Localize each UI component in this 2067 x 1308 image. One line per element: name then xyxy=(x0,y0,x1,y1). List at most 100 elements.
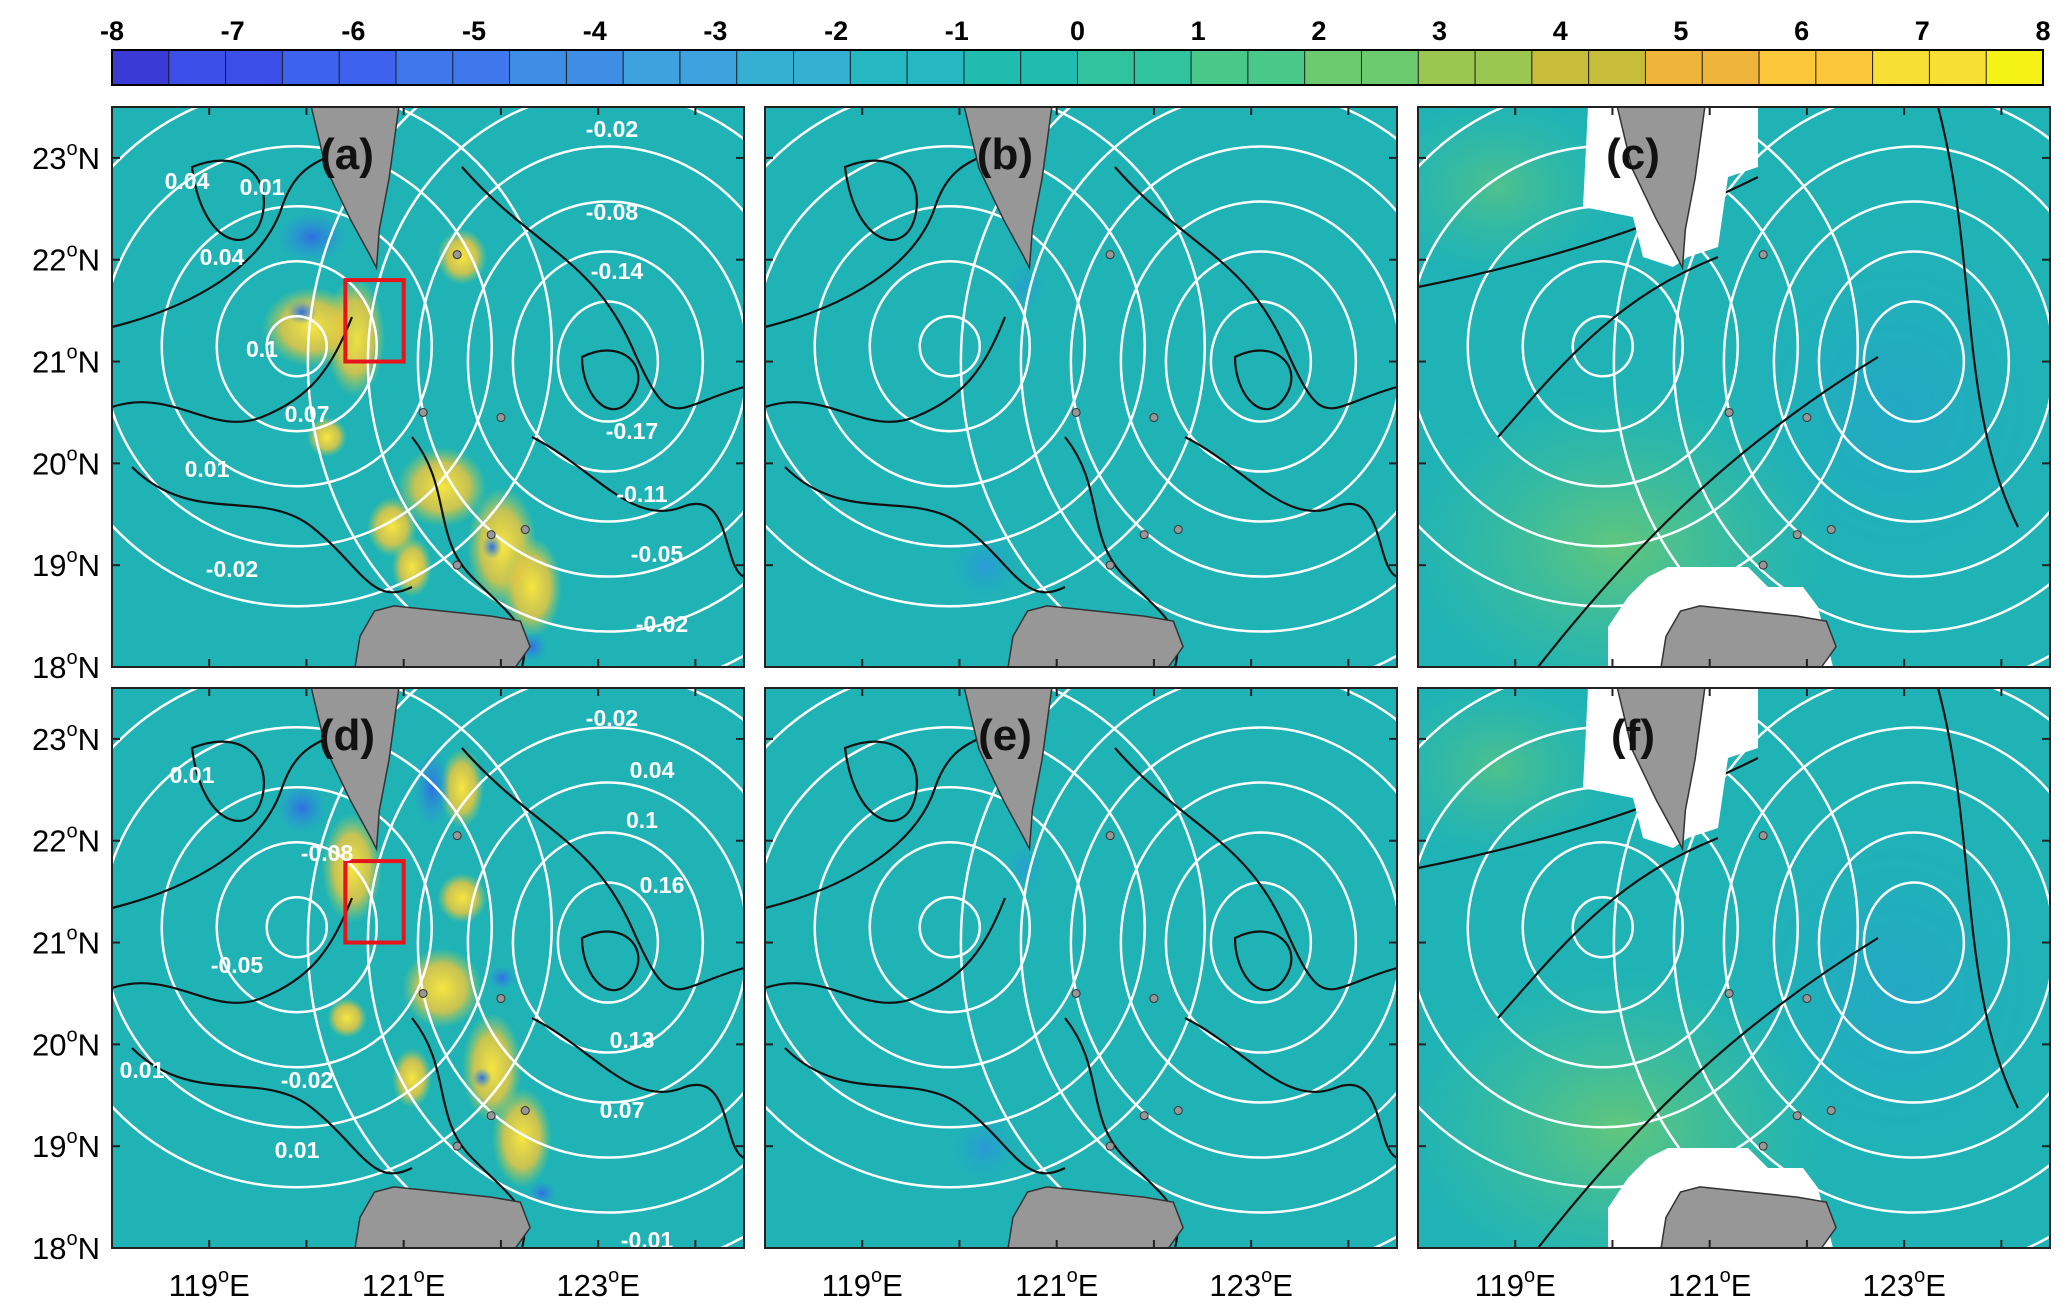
small-island xyxy=(486,530,496,540)
white-contours xyxy=(765,107,1397,667)
map-panel: (e) xyxy=(764,687,1398,1249)
black-contour-line xyxy=(784,466,1066,594)
small-island xyxy=(1173,1106,1183,1116)
panel-label: (b) xyxy=(977,130,1033,179)
eddy-contour xyxy=(1612,688,2050,1248)
small-island xyxy=(1758,831,1768,841)
contour-value-label: 0.01 xyxy=(275,1137,320,1163)
longitude-tick-label: 123oE xyxy=(556,1265,640,1303)
eddy-contour xyxy=(1209,300,1313,423)
colorbar-tick-label: 4 xyxy=(1553,16,1568,46)
colorbar-tick-label: 6 xyxy=(1794,16,1809,46)
eddy-contour xyxy=(1817,831,2011,1054)
longitude-tick-label: 121oE xyxy=(362,1265,446,1303)
eddy-contour xyxy=(959,688,1397,1248)
colorbar-segment xyxy=(1588,49,1647,86)
eddy-contour xyxy=(556,881,660,1004)
colorbar-segment xyxy=(906,49,965,86)
eddy-contour xyxy=(1019,107,1397,633)
eddy-contour xyxy=(1722,726,2050,1159)
eddy-contour xyxy=(1571,896,1634,959)
colorbar-segment xyxy=(622,49,681,86)
white-contours xyxy=(1418,107,2050,667)
eddy-contour xyxy=(1862,881,1966,1004)
eddy-contour xyxy=(112,726,493,1129)
black-contour-line xyxy=(112,316,354,423)
latitude-tick-label: 23oN xyxy=(32,138,100,176)
black-contours xyxy=(112,707,744,1248)
eddy-contour xyxy=(918,896,981,959)
eddy-contour xyxy=(1772,781,2050,1104)
panel-frame xyxy=(764,106,1398,668)
black-contour-line xyxy=(1497,255,1719,438)
black-contour-line xyxy=(1537,937,1879,1248)
anomaly-patch xyxy=(1418,107,1618,277)
contour-value-label: -0.02 xyxy=(636,611,688,637)
small-island xyxy=(1139,1111,1149,1121)
contour-value-label: -0.02 xyxy=(586,116,638,142)
colorbar-segment xyxy=(1190,49,1249,86)
tick-marks xyxy=(112,688,744,1249)
small-island xyxy=(520,525,530,535)
eddy-contour xyxy=(466,781,744,1104)
black-contour-line xyxy=(843,159,918,241)
colorbar-segment xyxy=(849,49,909,86)
colorbar-segment xyxy=(1701,49,1761,86)
colorbar-segment xyxy=(281,49,341,86)
latitude-tick-label: 19oN xyxy=(32,1126,100,1164)
colorbar-segment xyxy=(1928,49,1988,86)
black-contours xyxy=(112,126,744,667)
latitude-tick-label: 21oN xyxy=(32,342,100,380)
colorbar-segment xyxy=(225,49,284,86)
small-island xyxy=(1758,250,1768,260)
colorbar-segment xyxy=(1985,49,2045,86)
eddy-contour xyxy=(1672,688,2050,1214)
small-island xyxy=(1802,994,1812,1004)
taiwan-land xyxy=(310,107,400,271)
contour-value-label: 0.01 xyxy=(120,1057,165,1083)
eddy-contour xyxy=(868,841,1031,1014)
map-panel: (f) xyxy=(1417,687,2051,1249)
small-island xyxy=(1105,560,1115,570)
anomaly-patch xyxy=(262,287,362,367)
tick-marks xyxy=(765,107,1397,668)
contour-value-label: -0.02 xyxy=(586,705,638,731)
eddy-contour xyxy=(1521,260,1684,433)
small-island xyxy=(1105,250,1115,260)
anomaly-patch xyxy=(945,1108,1025,1188)
anomaly-patch xyxy=(945,527,1025,607)
eddy-contour xyxy=(1119,781,1397,1104)
map-panel: -0.02 0.04 0.01 -0.08 0.04 -0.14 0.1 0.07 -0.17 0… xyxy=(111,106,745,668)
latitude-tick-labels: 23oN 22oN 21oN 20oN 19oN 18oN 23oN 22oN 21oN 20oN… xyxy=(32,138,100,1266)
small-island xyxy=(1071,988,1081,998)
taiwan-land xyxy=(963,107,1053,271)
panel-label: (e) xyxy=(978,711,1032,760)
latitude-tick-label: 18oN xyxy=(32,647,100,685)
contour-labels: -0.02 0.01 0.04 0.1 -0.08 0.16 -0.05 0.01 0.13 -0… xyxy=(120,705,685,1248)
contour-value-label: 0.07 xyxy=(600,1097,645,1123)
black-contour-line xyxy=(1184,436,1397,578)
colorbar-tick-label: 0 xyxy=(1070,16,1085,46)
small-island xyxy=(1105,1141,1115,1151)
black-contour-line xyxy=(580,349,640,411)
contour-value-label: -0.05 xyxy=(631,541,684,567)
black-contour-line xyxy=(190,159,265,241)
eddy-contour xyxy=(1164,250,1358,473)
black-contour-line xyxy=(765,316,1007,423)
black-contour-line xyxy=(131,466,413,594)
taiwan-land xyxy=(310,688,400,852)
small-island xyxy=(1071,407,1081,417)
anomaly-patch xyxy=(492,1088,552,1188)
small-island xyxy=(452,1141,462,1151)
contour-value-label: 0.01 xyxy=(170,762,215,788)
anomaly-patch xyxy=(1000,838,1050,898)
eddy-contour xyxy=(215,841,378,1014)
luzon-land xyxy=(1660,1186,1837,1248)
black-contour-line xyxy=(1184,1017,1397,1159)
anomaly-patch xyxy=(327,998,367,1038)
panel-label: (d) xyxy=(319,711,375,760)
latitude-tick-label: 23oN xyxy=(32,719,100,757)
eddy-contour xyxy=(112,688,553,1189)
panel-frame xyxy=(111,687,745,1249)
small-island xyxy=(486,1111,496,1121)
